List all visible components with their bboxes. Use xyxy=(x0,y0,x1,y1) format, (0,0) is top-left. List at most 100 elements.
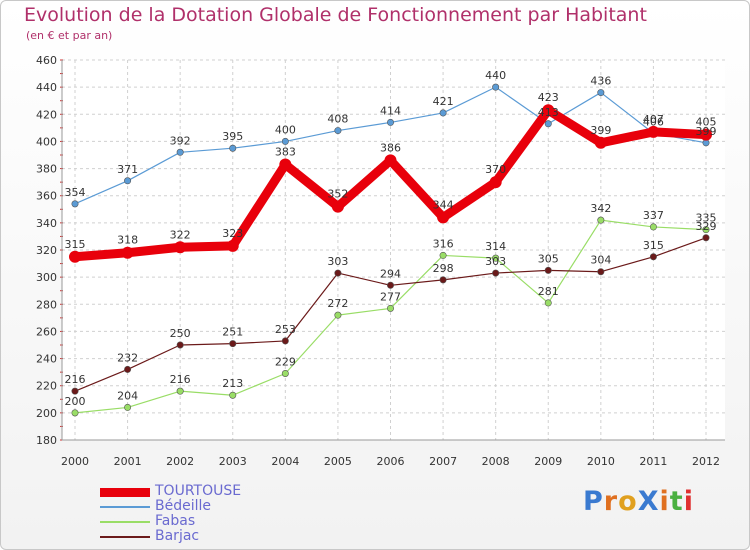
y-tick-label: 440 xyxy=(36,81,57,94)
data-label: 304 xyxy=(590,254,611,267)
series-point xyxy=(71,409,79,417)
data-label: 204 xyxy=(117,389,138,402)
logo-letter: t xyxy=(669,486,684,517)
data-label: 322 xyxy=(170,228,191,241)
y-tick-label: 200 xyxy=(36,407,57,420)
x-tick-label: 2007 xyxy=(429,455,457,468)
series-point xyxy=(71,200,79,208)
data-label: 386 xyxy=(380,141,401,154)
data-label: 329 xyxy=(696,220,717,233)
series-point xyxy=(281,137,289,145)
y-tick-label: 420 xyxy=(36,108,57,121)
series-point xyxy=(279,158,292,171)
y-tick-label: 280 xyxy=(36,298,57,311)
data-label: 250 xyxy=(170,327,191,340)
series-point xyxy=(544,266,552,274)
series-point xyxy=(544,120,552,128)
logo-letter: i xyxy=(659,486,670,517)
series-point xyxy=(386,118,394,126)
y-tick-label: 400 xyxy=(36,135,57,148)
axes: 180 200 220 240 260 280 300 320 340 360 380 400 420 4… xyxy=(36,54,725,468)
series-point xyxy=(439,109,447,117)
data-label: 303 xyxy=(327,255,348,268)
data-label: 383 xyxy=(275,146,296,159)
x-tick-label: 2000 xyxy=(61,455,89,468)
data-label: 408 xyxy=(327,113,348,126)
data-label: 354 xyxy=(65,186,86,199)
data-label: 232 xyxy=(117,351,138,364)
x-tick-label: 2001 xyxy=(114,455,142,468)
series-point xyxy=(492,254,500,262)
y-tick-label: 460 xyxy=(36,54,57,67)
legend-label: Fabas xyxy=(155,513,196,529)
data-label: 314 xyxy=(485,240,506,253)
data-label: 413 xyxy=(538,106,559,119)
data-label: 303 xyxy=(485,255,506,268)
chart-subtitle: (en € et par an) xyxy=(26,29,113,42)
series-point xyxy=(226,239,239,252)
data-label: 399 xyxy=(696,125,717,138)
data-label: 395 xyxy=(222,130,243,143)
series-point xyxy=(437,211,450,224)
legend-label: Barjac xyxy=(155,528,200,544)
y-tick-label: 300 xyxy=(36,271,57,284)
x-tick-label: 2012 xyxy=(692,455,720,468)
series-point xyxy=(649,223,657,231)
data-label: 305 xyxy=(538,252,559,265)
x-tick-label: 2003 xyxy=(219,455,247,468)
data-labels: 354 371 392 395 400 408 414 421 440 413 436 406 399 2… xyxy=(65,69,717,408)
data-label: 400 xyxy=(275,123,296,136)
x-tick-label: 2004 xyxy=(271,455,299,468)
data-label: 315 xyxy=(643,239,664,252)
x-tick-label: 2009 xyxy=(534,455,562,468)
legend-label: TOURTOUSE xyxy=(155,483,242,499)
x-tick-label: 2008 xyxy=(482,455,510,468)
series-point xyxy=(124,177,132,185)
series-point xyxy=(386,281,394,289)
data-label: 436 xyxy=(590,75,611,88)
series-point xyxy=(439,251,447,259)
data-label: 216 xyxy=(65,373,86,386)
series-point xyxy=(281,337,289,345)
y-tick-label: 180 xyxy=(36,434,57,447)
series-point xyxy=(176,387,184,395)
series-point xyxy=(702,234,710,242)
series-point xyxy=(176,341,184,349)
legend-swatch xyxy=(100,488,150,497)
series-point xyxy=(439,276,447,284)
series-point xyxy=(597,268,605,276)
data-label: 335 xyxy=(696,212,717,225)
chart-title: Evolution de la Dotation Globale de Fonc… xyxy=(24,4,647,26)
series-point xyxy=(649,253,657,261)
data-label: 200 xyxy=(65,395,86,408)
y-tick-label: 380 xyxy=(36,163,57,176)
data-label: 414 xyxy=(380,104,401,117)
logo-letter: i xyxy=(683,486,694,517)
series-group xyxy=(69,83,712,417)
legend-swatch xyxy=(100,521,150,523)
data-label: 371 xyxy=(117,163,138,176)
series-point xyxy=(331,200,344,213)
proxiti-logo: ProXiti xyxy=(583,486,694,517)
series-point xyxy=(174,241,187,254)
series-point xyxy=(700,128,712,141)
series-point xyxy=(69,250,81,263)
data-label: 216 xyxy=(170,373,191,386)
series-point xyxy=(124,403,132,411)
data-label: 337 xyxy=(643,209,664,222)
series-point xyxy=(124,365,132,373)
series-point xyxy=(334,269,342,277)
data-label: 253 xyxy=(275,323,296,336)
series-point xyxy=(121,246,134,259)
data-label: 294 xyxy=(380,267,401,280)
series-point xyxy=(229,340,237,348)
logo-letter: o xyxy=(618,486,638,517)
data-label: 399 xyxy=(590,124,611,137)
series-point xyxy=(229,144,237,152)
x-tick-label: 2005 xyxy=(324,455,352,468)
legend-swatch xyxy=(100,536,150,538)
line-chart: 180 200 220 240 260 280 300 320 340 360 380 400 420 4… xyxy=(36,54,725,468)
data-label: 277 xyxy=(380,290,401,303)
series-point xyxy=(597,216,605,224)
data-label: 440 xyxy=(485,69,506,82)
